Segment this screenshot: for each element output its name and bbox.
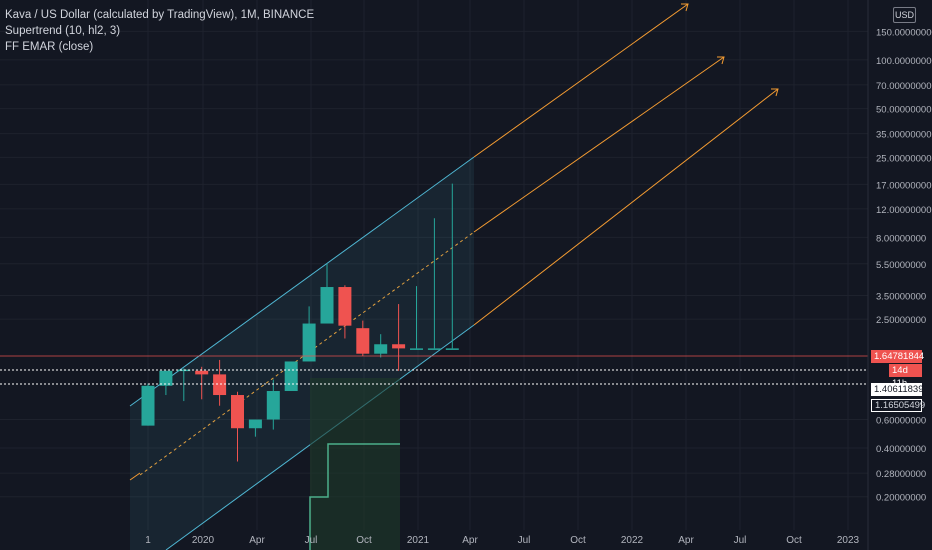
price-line-2-tag: 1.16505499 bbox=[871, 399, 925, 412]
channel-upper-line bbox=[129, 156, 475, 407]
y-tick-label: 0.60000000 bbox=[876, 416, 926, 427]
candle bbox=[141, 383, 155, 426]
candle-body bbox=[266, 391, 280, 420]
x-tick-label: 2020 bbox=[192, 535, 215, 546]
x-tick-label: Jul bbox=[305, 535, 318, 546]
candle-body bbox=[284, 361, 298, 392]
projection-line-upper bbox=[473, 3, 689, 158]
currency-badge[interactable]: USD bbox=[893, 7, 916, 23]
projection-arrow-upper bbox=[681, 3, 689, 12]
regression-channel bbox=[130, 157, 474, 550]
y-tick-label: 17.00000000 bbox=[876, 180, 931, 191]
x-tick-label: 2023 bbox=[837, 535, 860, 546]
projection-line-extra bbox=[129, 472, 141, 481]
y-tick-label: 25.00000000 bbox=[876, 153, 931, 164]
candle-body bbox=[445, 348, 459, 350]
countdown-tag: 14d 11h bbox=[889, 364, 922, 389]
y-tick-label: 50.00000000 bbox=[876, 105, 931, 116]
symbol-title[interactable]: Kava / US Dollar (calculated by TradingV… bbox=[5, 9, 315, 21]
candle bbox=[356, 320, 370, 357]
candle bbox=[338, 285, 352, 339]
y-tick-label: 0.20000000 bbox=[876, 493, 926, 504]
x-tick-label: Jul bbox=[518, 535, 531, 546]
supertrend-line bbox=[309, 443, 400, 550]
y-tick-label: 3.50000000 bbox=[876, 292, 926, 303]
candle bbox=[266, 379, 280, 430]
candle bbox=[392, 304, 406, 371]
candle bbox=[427, 218, 441, 350]
candle bbox=[320, 263, 334, 324]
candle-body bbox=[410, 348, 423, 350]
candle-body bbox=[248, 419, 262, 429]
indicator-supertrend[interactable]: Supertrend (10, hl2, 3) bbox=[5, 25, 121, 37]
candle-body bbox=[302, 323, 316, 362]
y-tick-label: 0.28000000 bbox=[876, 469, 926, 480]
x-tick-label: 2021 bbox=[407, 535, 430, 546]
candle-body bbox=[177, 369, 191, 372]
x-tick-label: 2022 bbox=[621, 535, 644, 546]
candle-body bbox=[231, 395, 244, 429]
candle-body bbox=[338, 287, 352, 326]
candle bbox=[159, 370, 173, 396]
candle bbox=[302, 306, 316, 362]
candle-body bbox=[392, 344, 406, 349]
projection-arrow-lower bbox=[771, 88, 779, 97]
y-tick-label: 5.50000000 bbox=[876, 260, 926, 271]
y-tick-label: 2.50000000 bbox=[876, 315, 926, 326]
x-tick-label: Oct bbox=[570, 535, 586, 546]
candle-body bbox=[195, 370, 209, 375]
candle bbox=[445, 183, 459, 350]
time-axis: 1 2020 Apr Jul Oct 2021 Apr Jul Oct 2022 Apr Jul Oct… bbox=[145, 535, 859, 546]
candle bbox=[213, 359, 227, 406]
x-tick-label: Oct bbox=[356, 535, 372, 546]
y-tick-label: 100.00000000 bbox=[876, 56, 932, 67]
y-tick-label: 0.40000000 bbox=[876, 444, 926, 455]
indicator-ff-emar[interactable]: FF EMAR (close) bbox=[5, 41, 94, 53]
price-line-1-tag: 1.40611839 bbox=[871, 383, 924, 396]
projection-line-lower bbox=[473, 88, 779, 326]
last-price-tag: 1.64781844 bbox=[871, 350, 924, 363]
x-tick-label: Apr bbox=[249, 535, 265, 546]
x-tick-label: Apr bbox=[678, 535, 694, 546]
y-tick-label: 70.00000000 bbox=[876, 81, 931, 92]
candle-body bbox=[374, 344, 388, 354]
candle bbox=[231, 391, 244, 462]
chart-legend: Kava / US Dollar (calculated by TradingV… bbox=[5, 7, 314, 55]
y-tick-label: 35.00000000 bbox=[876, 130, 931, 141]
candle bbox=[195, 366, 209, 400]
y-tick-label: 8.00000000 bbox=[876, 233, 926, 244]
candle-body bbox=[141, 385, 155, 426]
candle bbox=[374, 334, 388, 358]
y-tick-label: 150.00000000 bbox=[876, 27, 932, 38]
x-tick-label: Jul bbox=[734, 535, 747, 546]
candle-body bbox=[427, 348, 441, 350]
x-tick-label: 1 bbox=[145, 535, 151, 546]
candle-body bbox=[320, 287, 334, 324]
candle-body bbox=[356, 328, 370, 354]
candlestick-series bbox=[141, 183, 459, 462]
x-tick-label: Apr bbox=[462, 535, 478, 546]
supertrend-fill-red bbox=[310, 378, 400, 550]
projection-arrow-mid bbox=[717, 56, 725, 65]
candle-body bbox=[159, 370, 173, 386]
candle bbox=[177, 368, 191, 402]
price-axis: 150.00000000 100.00000000 70.00000000 50.00… bbox=[876, 27, 932, 503]
projection-line-mid bbox=[473, 56, 725, 233]
y-tick-label: 12.00000000 bbox=[876, 205, 931, 216]
candle bbox=[248, 419, 262, 437]
candle bbox=[284, 361, 298, 392]
candle bbox=[410, 286, 423, 350]
candle-body bbox=[213, 374, 227, 396]
x-tick-label: Oct bbox=[786, 535, 802, 546]
